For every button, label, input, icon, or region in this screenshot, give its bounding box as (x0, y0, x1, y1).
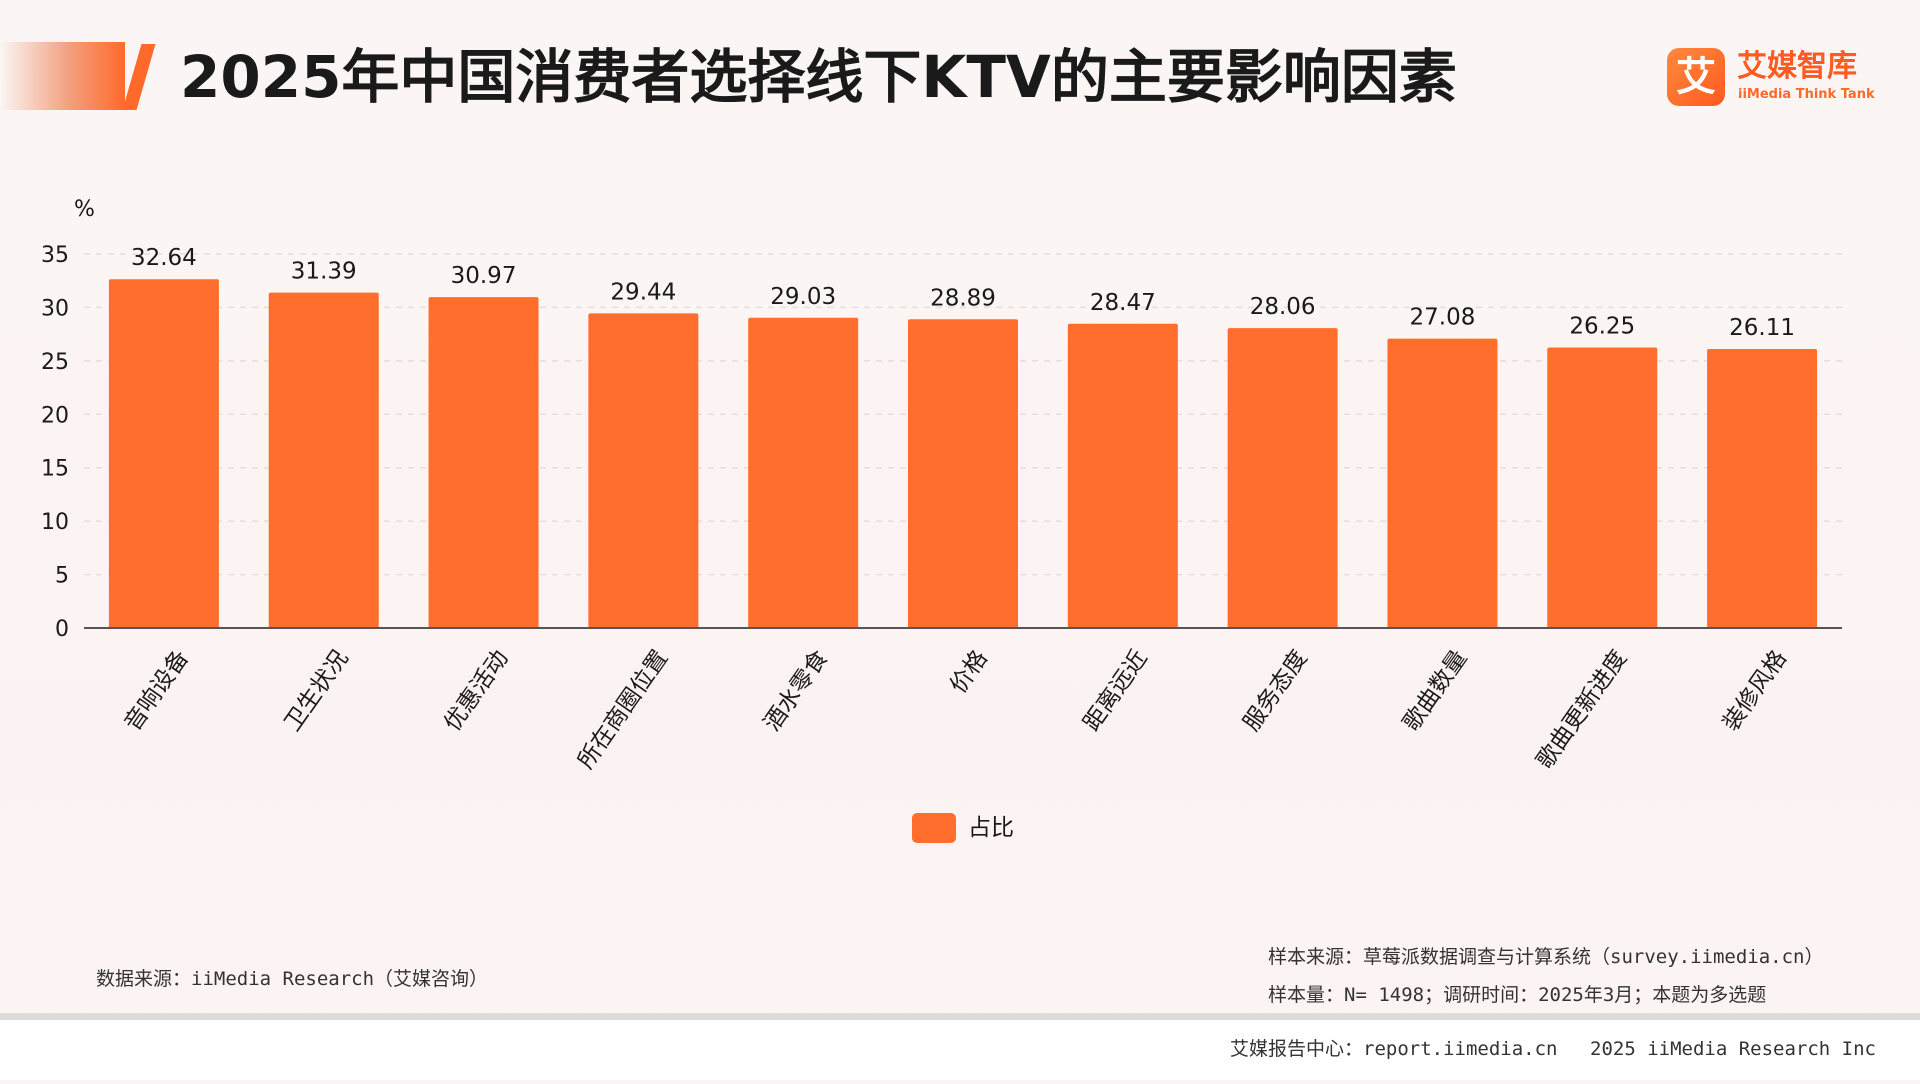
y-tick-label: 0 (55, 617, 69, 642)
copyright-text: 2025 iiMedia Research Inc (1590, 1038, 1876, 1060)
y-tick-label: 15 (41, 457, 69, 482)
bar-value-label: 28.47 (1090, 290, 1156, 316)
bar-value-label: 27.08 (1410, 305, 1476, 331)
bar-value-label: 29.03 (770, 284, 836, 310)
bar-value-label: 30.97 (451, 263, 517, 289)
bar-value-label: 28.89 (930, 285, 996, 311)
footer-band (0, 1020, 1920, 1080)
footer-divider (0, 1013, 1920, 1020)
y-tick-label: 10 (41, 510, 69, 535)
brand-name: 艾媒智库 (1737, 49, 1857, 84)
brand-logo-icon: 艾 (1667, 48, 1725, 106)
x-category-label: 歌曲数量 (1398, 646, 1472, 736)
bar (428, 297, 539, 628)
bar (1547, 347, 1658, 628)
chart-legend: 占比 (912, 812, 1014, 844)
bar (1227, 328, 1338, 628)
data-source-note: 数据来源：iiMedia Research（艾媒咨询） (96, 968, 489, 990)
brand-logo: 艾 艾媒智库 iiMedia Think Tank (1667, 48, 1875, 108)
bar (588, 313, 699, 628)
bar (108, 279, 219, 628)
header-accent-bar (0, 42, 125, 110)
y-axis-unit-label: % (74, 197, 95, 222)
x-category-label: 卫生状况 (280, 646, 354, 736)
y-tick-label: 20 (41, 403, 69, 428)
x-category-label: 歌曲更新进度 (1532, 646, 1632, 774)
bar-value-label: 32.64 (131, 245, 197, 271)
bar (908, 319, 1018, 628)
legend-label: 占比 (968, 815, 1014, 841)
bar (1067, 323, 1178, 628)
x-category-label: 距离远近 (1079, 646, 1153, 736)
y-tick-label: 35 (41, 243, 69, 268)
brand-subtitle: iiMedia Think Tank (1738, 87, 1875, 102)
bar-value-label: 26.25 (1569, 314, 1635, 340)
data-labels: 32.64 31.39 30.97 29.44 29.03 28.89 28.47 28.06… (131, 245, 1795, 341)
x-category-label: 所在商圈位置 (573, 646, 673, 774)
x-category-label: 价格 (945, 646, 993, 699)
bar (1707, 348, 1818, 628)
bar-value-label: 29.44 (610, 279, 676, 305)
y-tick-label: 5 (55, 564, 69, 589)
legend-swatch (912, 813, 956, 843)
bar-value-label: 26.11 (1729, 315, 1795, 341)
bars (108, 279, 1818, 628)
page-title: 2025年中国消费者选择线下KTV的主要影响因素 (180, 43, 1457, 111)
bar (268, 292, 379, 628)
y-tick-label: 30 (41, 296, 69, 321)
bar-value-label: 28.06 (1250, 294, 1316, 320)
x-category-label: 酒水零食 (759, 646, 833, 736)
sample-source-note: 样本来源：草莓派数据调查与计算系统（survey.iimedia.cn） (1268, 946, 1824, 968)
x-category-label: 优惠活动 (439, 646, 513, 736)
bar (748, 317, 859, 628)
report-center-text: 艾媒报告中心：report.iimedia.cn (1230, 1038, 1558, 1060)
bar-value-label: 31.39 (291, 259, 357, 285)
x-category-label: 装修风格 (1718, 646, 1792, 736)
y-tick-label: 25 (41, 350, 69, 375)
sample-size-note: 样本量：N= 1498；调研时间：2025年3月；本题为多选题 (1268, 984, 1767, 1006)
bar (1387, 338, 1498, 628)
x-category-label: 服务态度 (1239, 646, 1313, 736)
x-category-label: 音响设备 (120, 646, 194, 736)
